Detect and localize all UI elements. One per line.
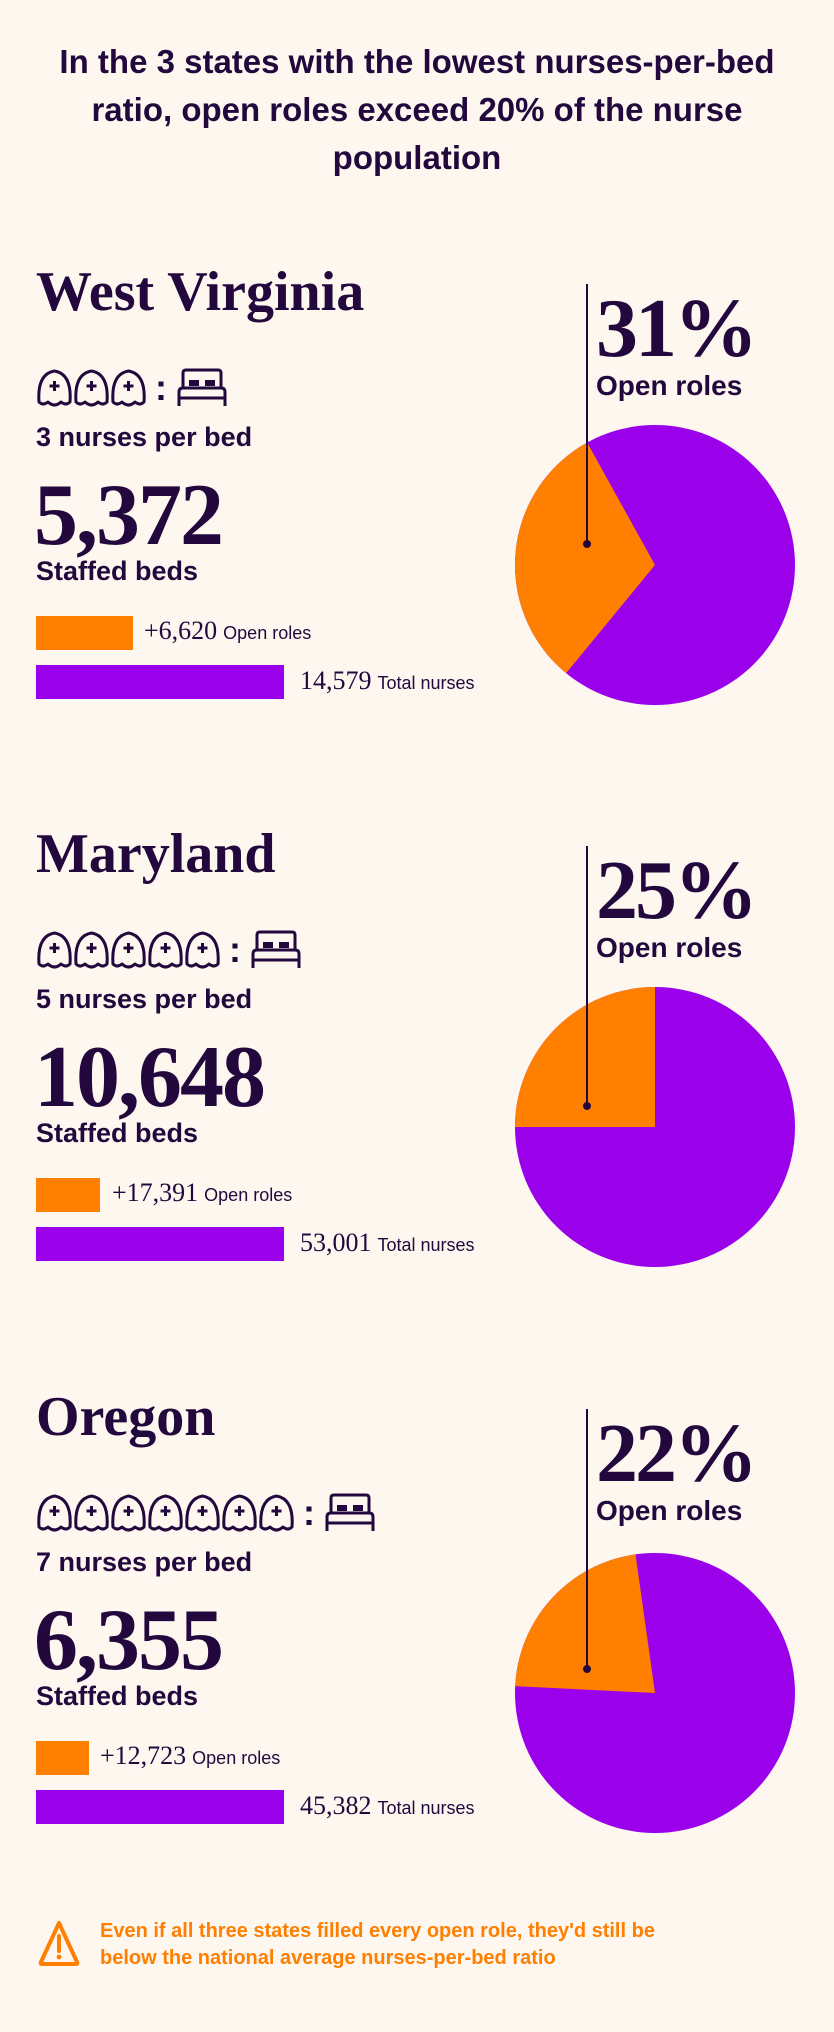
nurse-bed-ratio-icons: : [36,368,227,408]
warning-triangle-icon [38,1921,80,1966]
nurse-cap-icon [37,931,72,969]
bed-icon [325,1493,375,1531]
open-roles-percent: 31% [596,282,758,375]
open-roles-value: +12,723 [100,1741,187,1770]
total-nurses-value: 14,579 [300,666,372,695]
total-nurses-bar [36,665,284,699]
staffed-beds-label: Staffed beds [36,1118,199,1148]
total-nurses-bar [36,1227,284,1261]
pie-slice-open-roles [515,987,655,1127]
total-nurses-value: 53,001 [300,1228,372,1257]
nurse-cap-icon [74,1494,109,1532]
staffed-beds-value: 6,355 [34,1592,224,1689]
open-roles-percent-label: Open roles [596,932,743,963]
footer-text: Even if all three states filled every op… [100,1920,655,1969]
leader-line [586,846,588,1106]
total-nurses-text: Total nurses [377,1235,475,1255]
total-nurses-label: 14,579 Total nurses [300,666,475,696]
ratio-label: 5 nurses per bed [36,984,253,1014]
leader-dot [583,540,591,548]
open-roles-pie [515,987,795,1267]
open-roles-percent-label: Open roles [596,370,743,401]
page-title: In the 3 states with the lowest nurses-p… [59,43,775,176]
nurse-cap-icon [111,1494,146,1532]
ratio-colon: : [303,1492,315,1533]
nurse-cap-icon [37,369,72,407]
state-panel: Maryland : 5 nurses per bed 10,648 Staff… [0,822,834,1342]
staffed-beds-label: Staffed beds [36,1681,199,1711]
total-nurses-label: 45,382 Total nurses [300,1791,475,1821]
leader-dot [583,1102,591,1110]
open-roles-label: +6,620 Open roles [144,616,311,646]
open-roles-value: +6,620 [144,616,218,645]
footer-note: Even if all three states filled every op… [38,1920,660,1972]
nurse-cap-icon [148,931,183,969]
open-roles-value: +17,391 [112,1178,199,1207]
open-roles-percent-label: Open roles [596,1495,743,1526]
open-roles-pie [515,425,795,705]
nurse-cap-icon [111,369,146,407]
bed-icon [251,930,301,968]
total-nurses-text: Total nurses [377,673,475,693]
nurse-cap-icon [185,1494,220,1532]
ratio-label: 3 nurses per bed [36,422,253,452]
bed-icon [177,368,227,406]
nurse-cap-icon [259,1494,294,1532]
state-panel: West Virginia : 3 nurses per bed 5,372 S… [0,260,834,780]
leader-line [586,284,588,544]
open-roles-label: +17,391 Open roles [112,1178,292,1208]
nurse-cap-icon [185,931,220,969]
open-roles-text: Open roles [223,623,312,643]
nurse-bed-ratio-icons: : [36,1493,375,1533]
pie-slice-open-roles [515,442,655,674]
nurse-cap-icon [148,1494,183,1532]
state-panel: Oregon : 7 nurses per bed 6,355 Staffed … [0,1385,834,1905]
nurse-bed-ratio-icons: : [36,930,301,970]
nurse-cap-icon [74,931,109,969]
staffed-beds-label: Staffed beds [36,556,199,586]
state-name: West Virginia [36,261,365,323]
nurse-cap-icon [37,1494,72,1532]
pie-slice-open-roles [515,1554,655,1693]
open-roles-percent: 22% [596,1407,758,1500]
open-roles-bar [36,616,133,650]
open-roles-label: +12,723 Open roles [100,1741,280,1771]
open-roles-bar [36,1178,100,1212]
nurse-cap-icon [222,1494,257,1532]
staffed-beds-value: 5,372 [34,467,224,564]
ratio-colon: : [229,929,241,970]
staffed-beds-value: 10,648 [34,1029,266,1126]
total-nurses-text: Total nurses [377,1798,475,1818]
state-name: Oregon [36,1386,216,1448]
total-nurses-bar [36,1790,284,1824]
open-roles-percent: 25% [596,844,758,937]
state-name: Maryland [36,823,276,885]
leader-dot [583,1665,591,1673]
open-roles-bar [36,1741,89,1775]
open-roles-text: Open roles [204,1185,293,1205]
nurse-cap-icon [74,369,109,407]
open-roles-text: Open roles [192,1748,281,1768]
ratio-colon: : [155,367,167,408]
nurse-cap-icon [111,931,146,969]
leader-line [586,1409,588,1669]
total-nurses-value: 45,382 [300,1791,372,1820]
total-nurses-label: 53,001 Total nurses [300,1228,475,1258]
open-roles-pie [515,1553,795,1833]
ratio-label: 7 nurses per bed [36,1547,253,1577]
